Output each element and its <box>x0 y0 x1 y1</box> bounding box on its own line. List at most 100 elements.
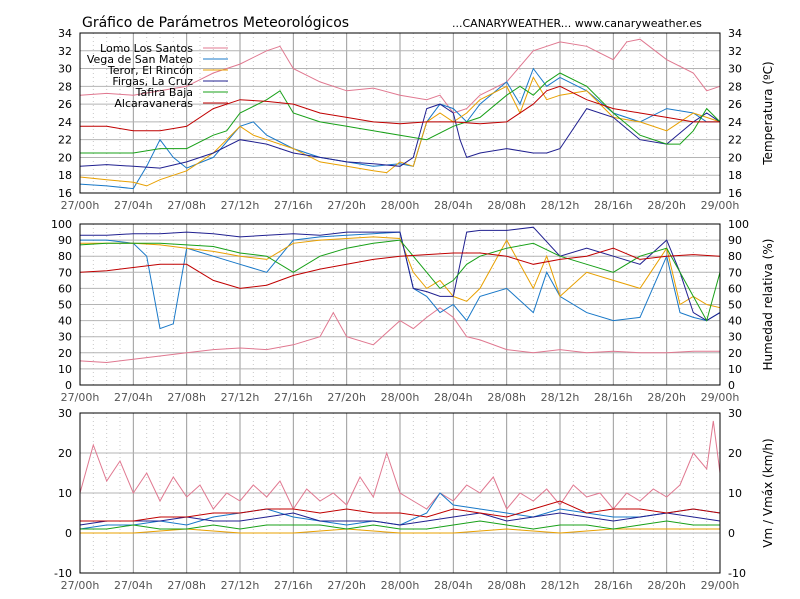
x-tick-label: 28/04h <box>434 579 473 592</box>
series-line-tafira-baja <box>79 239 721 322</box>
series-line-alcaravaneras <box>80 500 721 522</box>
x-tick-label: 29/00h <box>701 579 740 592</box>
y-tick-label-left: 50 <box>58 299 72 312</box>
y-tick-label-right: 26 <box>728 98 742 111</box>
x-tick-label: 27/08h <box>167 199 206 212</box>
y-tick-label-right: 30 <box>728 331 742 344</box>
series-line-tafira-baja <box>80 72 721 154</box>
y-tick-label-left: 24 <box>58 116 72 129</box>
x-tick-label: 27/04h <box>114 391 153 404</box>
y-tick-label-right: 18 <box>728 169 742 182</box>
y-tick-label-left: 100 <box>51 218 72 231</box>
y-tick-label-right: 20 <box>728 447 742 460</box>
y-tick-label-right: 60 <box>728 282 742 295</box>
y-tick-label-left: 20 <box>58 151 72 164</box>
series-line-alcaravaneras <box>80 85 720 132</box>
y-tick-label-left: 10 <box>58 487 72 500</box>
y-tick-label-left: 80 <box>58 250 72 263</box>
x-tick-label: 28/08h <box>487 579 526 592</box>
x-tick-label: 28/20h <box>647 579 686 592</box>
y-tick-label-left: 32 <box>58 45 72 58</box>
x-tick-label: 28/16h <box>594 579 633 592</box>
legend-label: Lomo Los Santos <box>100 42 193 55</box>
series-line-teror-el-rinc-n <box>79 76 721 187</box>
legend-label: Firgas, La Cruz <box>112 75 193 88</box>
y-tick-label-right: 30 <box>728 63 742 76</box>
y-tick-label-right: 40 <box>728 315 742 328</box>
x-tick-label: 28/16h <box>594 199 633 212</box>
y-tick-label-right: 70 <box>728 266 742 279</box>
x-tick-label: 27/00h <box>61 391 100 404</box>
x-tick-label: 27/12h <box>221 391 260 404</box>
x-tick-label: 28/00h <box>381 199 420 212</box>
x-tick-label: 28/16h <box>594 391 633 404</box>
y-tick-label-left: 90 <box>58 234 72 247</box>
x-tick-label: 28/12h <box>541 199 580 212</box>
x-tick-label: 27/00h <box>61 579 100 592</box>
y-tick-label-right: 20 <box>728 151 742 164</box>
panel-3: -10 -10 0 0 10 10 20 20 30 30 27/00h 27/04h 27/08h 27… <box>54 407 775 592</box>
legend-label: Teror, El Rincón <box>107 64 193 77</box>
x-tick-label: 28/12h <box>541 391 580 404</box>
x-tick-label: 28/20h <box>647 391 686 404</box>
y-tick-label-right: 80 <box>728 250 742 263</box>
y-tick-label-right: 30 <box>728 407 742 420</box>
x-tick-label: 27/16h <box>274 579 313 592</box>
chart-title: Gráfico de Parámetros Meteorológicos <box>82 15 349 31</box>
y-tick-label-left: 20 <box>58 447 72 460</box>
y-tick-label-left: 10 <box>58 363 72 376</box>
series-line-vega-de-san-mateo <box>80 231 721 330</box>
x-tick-label: 27/00h <box>61 199 100 212</box>
y-tick-label-right: 16 <box>728 187 742 200</box>
y-tick-label-right: 0 <box>728 379 735 392</box>
series-line-lomo-los-santos <box>79 307 720 364</box>
x-tick-label: 27/20h <box>327 199 366 212</box>
y-tick-label-left: 26 <box>58 98 72 111</box>
x-tick-label: 28/12h <box>541 579 580 592</box>
x-tick-label: 28/00h <box>381 579 420 592</box>
y-tick-label-left: 70 <box>58 266 72 279</box>
x-tick-label: 27/20h <box>327 391 366 404</box>
panel-1: 16 16 18 18 20 20 22 22 24 24 26 26 28 28 30 30 32 32 34 34… <box>58 27 775 212</box>
y-tick-label-left: 60 <box>58 282 72 295</box>
x-tick-label: 29/00h <box>701 199 740 212</box>
x-tick-label: 29/00h <box>701 391 740 404</box>
series-line-lomo-los-santos <box>79 420 721 511</box>
y-tick-label-left: 20 <box>58 347 72 360</box>
y-tick-label-left: 0 <box>65 379 72 392</box>
y-tick-label-left: 22 <box>58 134 72 147</box>
x-tick-label: 28/08h <box>487 199 526 212</box>
x-tick-label: 28/04h <box>434 199 473 212</box>
y-axis-title: Vm / Vmáx (km/h) <box>761 438 775 547</box>
y-tick-label-right: -10 <box>728 567 746 580</box>
series-line-firgas-la-cruz <box>80 226 721 322</box>
x-tick-label: 28/00h <box>381 391 420 404</box>
y-tick-label-left: 28 <box>58 80 72 93</box>
x-tick-label: 28/04h <box>434 391 473 404</box>
y-axis-title: Humedad relativa (%) <box>761 239 775 371</box>
y-tick-label-left: 30 <box>58 407 72 420</box>
y-tick-label-right: 24 <box>728 116 742 129</box>
panel-frame <box>79 32 721 194</box>
y-tick-label-left: 16 <box>58 187 72 200</box>
x-tick-label: 27/08h <box>167 391 206 404</box>
x-tick-label: 27/20h <box>327 579 366 592</box>
panel-2: 0 0 10 10 20 20 30 30 40 40 50 50 60 60 70 70 80 80 90 90 10… <box>51 218 775 404</box>
y-tick-label-left: -10 <box>54 567 72 580</box>
legend-label: Tafira Baja <box>135 86 193 99</box>
x-tick-label: 27/16h <box>274 199 313 212</box>
y-tick-label-left: 30 <box>58 331 72 344</box>
y-tick-label-right: 22 <box>728 134 742 147</box>
y-tick-label-right: 28 <box>728 80 742 93</box>
series-line-alcaravaneras <box>79 247 721 289</box>
y-tick-label-right: 32 <box>728 45 742 58</box>
legend-label: Vega de San Mateo <box>87 53 193 66</box>
x-tick-label: 27/04h <box>114 199 153 212</box>
x-tick-label: 28/20h <box>647 199 686 212</box>
chart-source: ...CANARYWEATHER... www.canaryweather.es <box>452 17 702 30</box>
x-tick-label: 28/08h <box>487 391 526 404</box>
x-tick-label: 27/08h <box>167 579 206 592</box>
y-tick-label-right: 90 <box>728 234 742 247</box>
